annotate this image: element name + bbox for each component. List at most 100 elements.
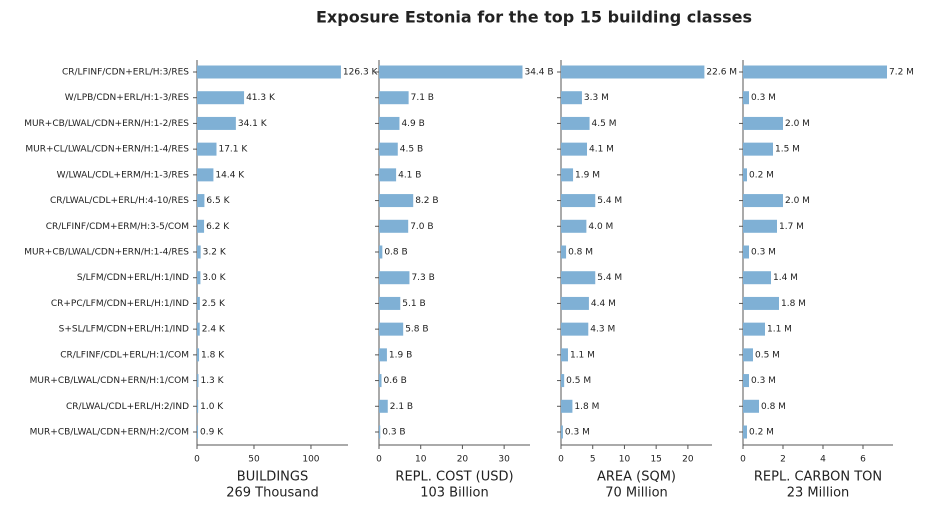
bar <box>561 322 589 336</box>
value-label: 5.1 B <box>402 299 425 309</box>
value-label: 4.9 B <box>401 119 424 129</box>
y-tick-label: MUR+CB/LWAL/CDN+ERN/H:1/COM <box>30 376 189 386</box>
bar <box>379 245 383 259</box>
value-label: 4.5 M <box>592 119 617 129</box>
value-label: 6.5 K <box>206 196 230 206</box>
x-tick-label: 10 <box>415 455 427 465</box>
bar <box>197 425 199 439</box>
bar <box>379 168 397 182</box>
bar <box>197 271 201 285</box>
bar <box>743 348 753 362</box>
bar <box>379 65 523 79</box>
y-tick-label: MUR+CB/LWAL/CDN+ERN/H:1-2/RES <box>24 119 189 129</box>
bar <box>561 116 590 130</box>
value-label: 6.2 K <box>206 222 230 232</box>
x-tick-label: 100 <box>302 455 319 465</box>
bar <box>561 142 588 156</box>
value-label: 34.4 B <box>524 68 553 78</box>
x-tick-label: 50 <box>248 455 260 465</box>
value-label: 1.8 M <box>781 299 806 309</box>
y-tick-label: CR/LFINF/CDN+ERL/H:3/RES <box>62 68 189 78</box>
y-tick-label: MUR+CB/LWAL/CDN+ERN/H:2/COM <box>30 428 189 438</box>
value-label: 4.1 M <box>589 145 614 155</box>
bar <box>561 245 567 259</box>
bar <box>743 399 759 413</box>
x-axis-total: 70 Million <box>605 486 668 501</box>
bar <box>561 399 573 413</box>
value-label: 2.4 K <box>202 325 226 335</box>
x-axis-total: 269 Thousand <box>226 486 319 501</box>
bar <box>743 219 777 233</box>
bar <box>561 168 574 182</box>
y-tick-label: CR/LFINF/CDM+ERM/H:3-5/COM <box>46 222 189 232</box>
value-label: 0.3 B <box>382 428 405 438</box>
bar <box>379 399 388 413</box>
x-axis-label: REPL. COST (USD) <box>395 470 513 485</box>
bar <box>197 194 205 208</box>
value-label: 22.6 M <box>706 68 737 78</box>
bar <box>197 65 341 79</box>
x-tick-label: 20 <box>457 455 469 465</box>
bar <box>743 374 749 388</box>
bar <box>561 374 565 388</box>
bar <box>197 219 205 233</box>
bar <box>379 425 381 439</box>
value-label: 0.3 M <box>751 376 776 386</box>
value-label: 0.8 B <box>384 248 407 258</box>
y-tick-label: S+SL/LFM/CDN+ERL/H:1/IND <box>59 325 189 335</box>
bar <box>379 91 409 105</box>
value-label: 7.0 B <box>410 222 433 232</box>
value-label: 2.1 B <box>390 402 413 412</box>
chart-title: Exposure Estonia for the top 15 building… <box>316 8 752 27</box>
bar <box>379 322 404 336</box>
bar <box>561 296 589 310</box>
x-axis-label: AREA (SQM) <box>597 470 676 485</box>
value-label: 5.4 M <box>597 273 622 283</box>
x-tick-label: 4 <box>820 455 826 465</box>
value-label: 4.1 B <box>398 170 421 180</box>
bar <box>743 425 747 439</box>
value-label: 1.4 M <box>773 273 798 283</box>
value-label: 5.4 M <box>597 196 622 206</box>
bar <box>379 194 414 208</box>
value-label: 8.2 B <box>415 196 438 206</box>
bar <box>743 116 783 130</box>
x-axis-label: REPL. CARBON TON <box>754 470 882 485</box>
bar <box>743 142 773 156</box>
value-label: 5.8 B <box>405 325 428 335</box>
bar <box>743 296 779 310</box>
value-label: 1.7 M <box>779 222 804 232</box>
x-tick-label: 2 <box>780 455 786 465</box>
value-label: 1.0 K <box>200 402 224 412</box>
bar <box>561 91 582 105</box>
y-tick-label: MUR+CB/LWAL/CDN+ERN/H:1-4/RES <box>24 248 189 258</box>
bar <box>197 91 245 105</box>
x-tick-label: 20 <box>682 455 694 465</box>
value-label: 0.3 M <box>565 428 590 438</box>
value-label: 3.2 K <box>203 248 227 258</box>
bar <box>743 194 783 208</box>
bar <box>197 348 200 362</box>
x-tick-label: 0 <box>194 455 200 465</box>
y-tick-label: CR+PC/LFM/CDN+ERL/H:1/IND <box>51 299 189 309</box>
value-label: 41.3 K <box>246 93 276 103</box>
value-label: 1.9 B <box>389 350 412 360</box>
bar <box>197 116 236 130</box>
value-label: 1.1 M <box>570 350 595 360</box>
bar <box>379 142 398 156</box>
value-label: 0.3 M <box>751 248 776 258</box>
value-label: 3.3 M <box>584 93 609 103</box>
value-label: 1.9 M <box>575 170 600 180</box>
bar <box>743 91 749 105</box>
bar <box>743 65 887 79</box>
bar <box>197 399 199 413</box>
bar <box>743 322 765 336</box>
x-tick-label: 6 <box>860 455 866 465</box>
value-label: 7.1 B <box>411 93 434 103</box>
value-label: 34.1 K <box>238 119 268 129</box>
y-tick-label: W/LWAL/CDL+ERM/H:1-3/RES <box>57 170 190 180</box>
value-label: 7.2 M <box>889 68 914 78</box>
y-tick-label: S/LFM/CDN+ERL/H:1/IND <box>77 273 189 283</box>
value-label: 0.3 M <box>751 93 776 103</box>
